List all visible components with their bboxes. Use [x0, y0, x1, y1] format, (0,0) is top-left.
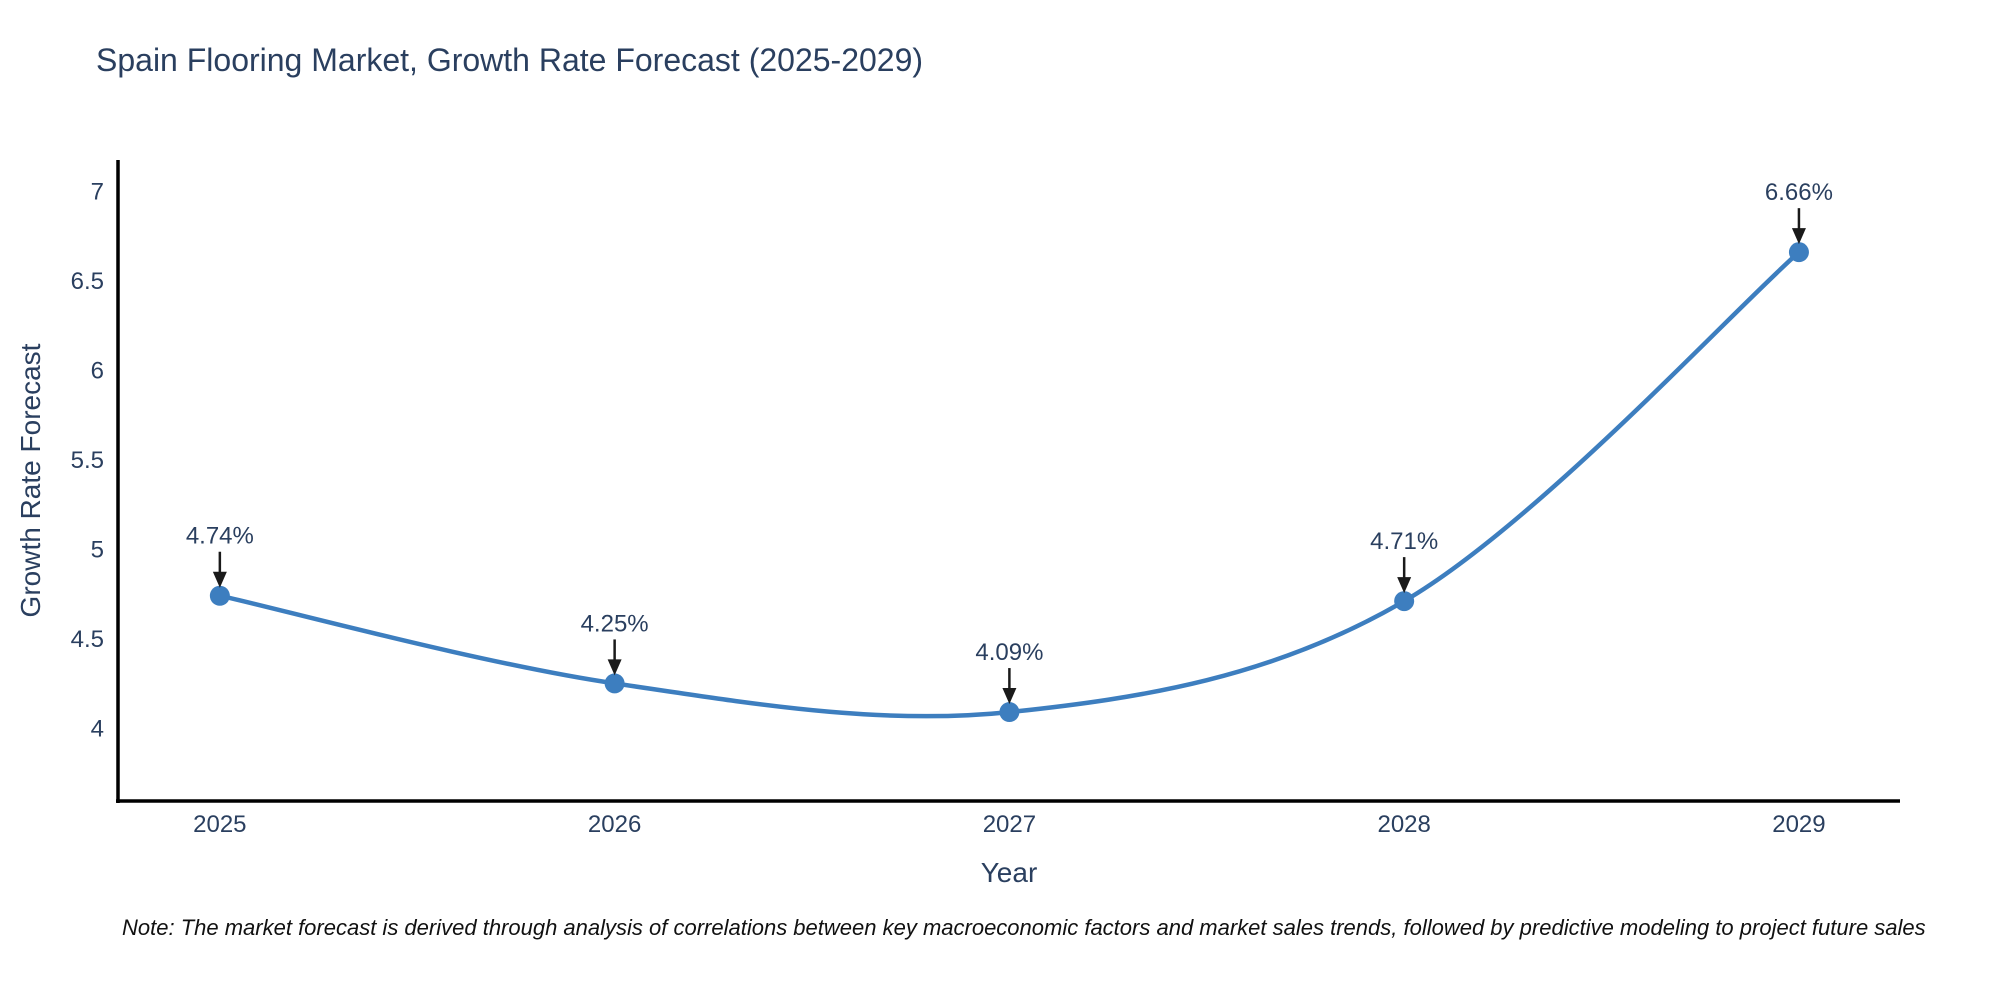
x-tick-label: 2027 [983, 811, 1036, 838]
annotation-arrowhead-icon [1002, 688, 1017, 705]
data-point-2027[interactable] [999, 702, 1020, 723]
y-tick-label: 7 [91, 179, 104, 206]
point-annotation-2026: 4.25% [581, 610, 649, 637]
point-annotation-2025: 4.74% [186, 523, 254, 550]
forecast-line [219, 250, 1801, 719]
chart-note: Note: The market forecast is derived thr… [122, 915, 1926, 940]
y-tick-label: 4.5 [71, 626, 104, 653]
annotation-arrowhead-icon [607, 659, 622, 676]
y-tick-label: 6 [91, 358, 104, 385]
point-annotation-2028: 4.71% [1370, 528, 1438, 555]
data-point-2029[interactable] [1788, 242, 1809, 263]
x-tick-label: 2025 [193, 811, 246, 838]
y-tick-label: 4 [91, 716, 104, 743]
x-tick-label: 2028 [1377, 811, 1430, 838]
y-axis-title: Growth Rate Forecast [15, 343, 46, 617]
y-tick-label: 5 [91, 537, 104, 564]
y-tick-label: 5.5 [71, 447, 104, 474]
annotation-arrowhead-icon [212, 571, 227, 588]
x-axis-title: Year [981, 857, 1038, 888]
chart-title: Spain Flooring Market, Growth Rate Forec… [96, 42, 924, 78]
data-point-2025[interactable] [209, 585, 230, 606]
y-tick-label: 6.5 [71, 268, 104, 295]
annotation-arrowhead-icon [1397, 577, 1412, 594]
x-tick-label: 2026 [588, 811, 641, 838]
data-point-2028[interactable] [1394, 591, 1415, 612]
data-point-2026[interactable] [604, 673, 625, 694]
annotation-arrowhead-icon [1791, 228, 1806, 245]
point-annotation-2029: 6.66% [1765, 179, 1833, 206]
x-tick-label: 2029 [1772, 811, 1825, 838]
point-annotation-2027: 4.09% [975, 639, 1043, 666]
